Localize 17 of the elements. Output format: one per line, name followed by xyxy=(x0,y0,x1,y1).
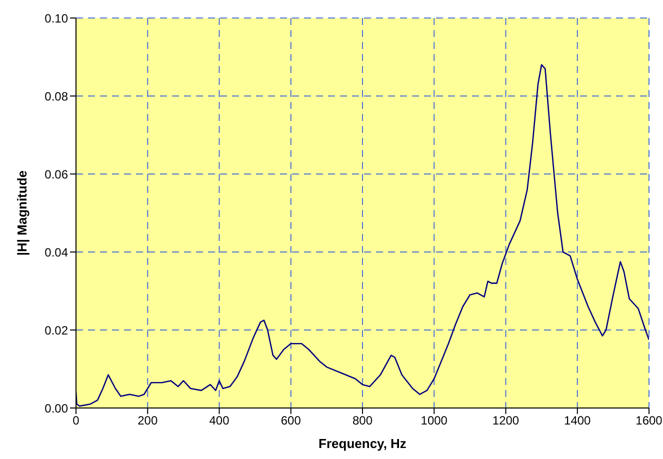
x-tick-label: 600 xyxy=(280,414,302,428)
y-tick-label: 0.10 xyxy=(44,11,68,26)
x-axis-title: Frequency, Hz xyxy=(318,436,407,451)
x-tick-label: 0 xyxy=(72,414,80,428)
y-tick-label: 0.08 xyxy=(44,89,68,104)
y-tick-label: 0.00 xyxy=(44,401,68,416)
x-tick-label: 800 xyxy=(352,414,373,428)
x-tick-label: 200 xyxy=(138,414,158,428)
x-tick-label: 1000 xyxy=(420,414,448,428)
x-tick-label: 1400 xyxy=(564,414,592,428)
x-tick-label: 1600 xyxy=(636,414,663,428)
y-axis-title: |H| Magnitude xyxy=(14,170,30,256)
y-tick-label: 0.06 xyxy=(44,167,68,182)
y-tick-label: 0.02 xyxy=(44,323,68,338)
x-tick-label: 1200 xyxy=(492,414,520,428)
y-tick-label: 0.04 xyxy=(44,245,68,260)
x-tick-label: 400 xyxy=(209,414,230,428)
